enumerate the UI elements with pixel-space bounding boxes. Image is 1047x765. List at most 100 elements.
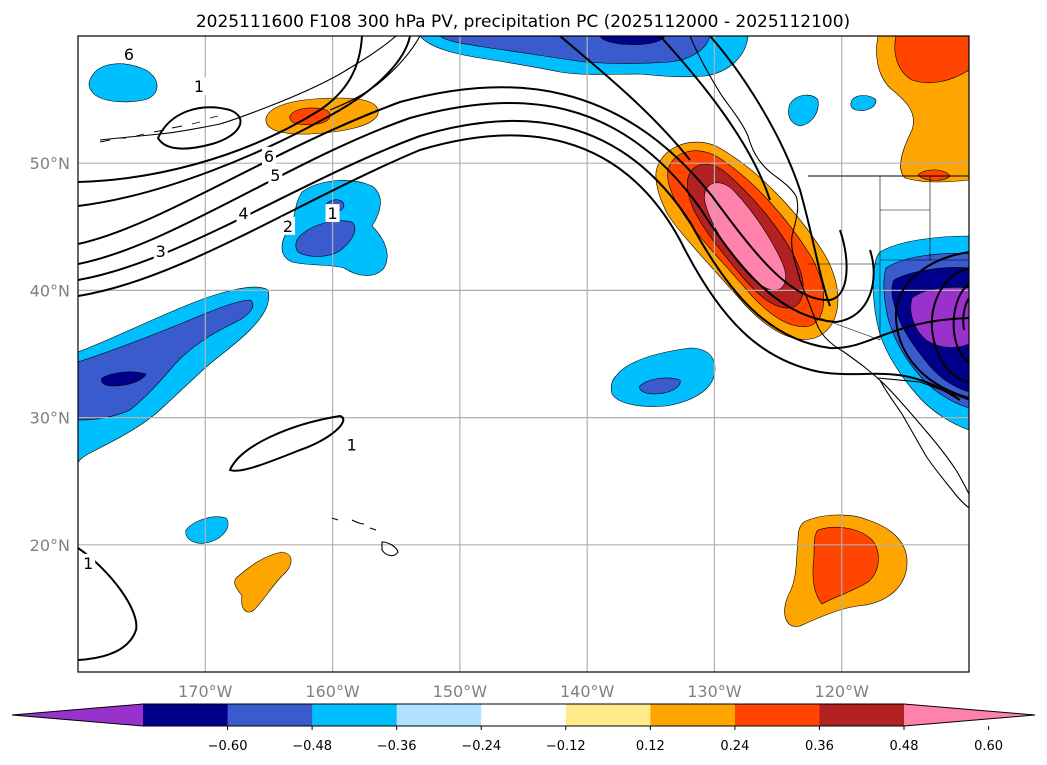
precip-negative-135w bbox=[610, 347, 716, 407]
lat-tick-label: 30°N bbox=[30, 409, 70, 428]
contour-label: 6 bbox=[264, 147, 274, 166]
colorbar-segment bbox=[650, 704, 736, 726]
colorbar-tick-label: 0.48 bbox=[890, 739, 919, 754]
border-us-mexico bbox=[877, 377, 969, 401]
contour-label: 1 bbox=[327, 204, 337, 223]
colorbar-segment bbox=[312, 704, 398, 726]
precip-negative-135w-core bbox=[639, 377, 681, 395]
precip-negative-north-edge-core2 bbox=[599, 36, 666, 46]
contour-label: 6 bbox=[124, 45, 134, 64]
precip-positive-subtropical-core bbox=[812, 527, 879, 605]
precip-negative-hawaii-nw bbox=[185, 516, 229, 544]
colorbar-tick-label: 0.36 bbox=[805, 739, 834, 754]
pv-closed-swus-1 bbox=[894, 251, 969, 399]
colorbar-segment bbox=[143, 704, 229, 726]
coastline-alaska bbox=[99, 36, 397, 141]
lon-tick-label: 150°W bbox=[433, 682, 488, 701]
colorbar-segment bbox=[396, 704, 482, 726]
pv-closed-subtropical bbox=[228, 414, 345, 472]
contour-label-bg bbox=[268, 165, 283, 184]
contour-label-bg bbox=[191, 76, 206, 95]
lat-tick-label: 40°N bbox=[30, 281, 70, 300]
colorbar-extend-low bbox=[12, 704, 143, 726]
contour-label: 1 bbox=[347, 436, 357, 455]
contour-label-bg bbox=[344, 435, 359, 454]
colorbar-tick-label: −0.12 bbox=[546, 739, 586, 754]
lat-tick-label: 50°N bbox=[30, 154, 70, 173]
lat-tick-labels: 20°N 30°N 40°N 50°N bbox=[30, 154, 70, 555]
pv-contour-east-6 bbox=[659, 36, 771, 201]
pv-contour-5 bbox=[78, 36, 411, 207]
precip-negative-west-band-core2 bbox=[101, 371, 147, 387]
precip-negative-canada bbox=[850, 95, 877, 111]
contour-label-bg bbox=[121, 45, 136, 64]
map-frame bbox=[77, 35, 970, 673]
contour-label: 3 bbox=[156, 242, 166, 261]
coastline-baja-gulf bbox=[879, 379, 969, 509]
lon-tick-label: 140°W bbox=[560, 682, 615, 701]
colorbar[interactable]: −0.60 −0.48 −0.36 −0.24 −0.12 0.12 0.24 0.36 0.4… bbox=[11, 703, 1036, 754]
aleutian-islands bbox=[99, 115, 219, 143]
lon-tick-labels: 170°W 160°W 150°W 140°W 130°W 120°W bbox=[178, 682, 869, 701]
colorbar-segment bbox=[565, 704, 651, 726]
pv-contour-3 bbox=[78, 102, 875, 324]
precip-negative-west-band-core bbox=[78, 299, 254, 421]
hawaii-islands bbox=[331, 517, 399, 557]
contour-label: 1 bbox=[194, 77, 204, 96]
precip-fill-layer bbox=[78, 36, 969, 627]
colorbar-tick-label: 0.12 bbox=[636, 739, 665, 754]
precip-negative-west-band bbox=[78, 286, 270, 465]
colorbar-tick-label: −0.36 bbox=[377, 739, 417, 754]
pv-contour-1 bbox=[78, 134, 961, 401]
colorbar-extend-high bbox=[904, 704, 1035, 726]
colorbar-tick-label: 0.60 bbox=[974, 739, 1003, 754]
contour-label-bg bbox=[81, 553, 96, 572]
contour-label: 1 bbox=[83, 554, 93, 573]
pv-closed-swus-3 bbox=[952, 283, 969, 363]
colorbar-outline bbox=[11, 703, 1036, 727]
pv-closed-aleutian bbox=[156, 106, 242, 150]
contour-label-bg bbox=[281, 216, 296, 235]
pv-contour-east-5 bbox=[709, 36, 831, 307]
pv-contour-4 bbox=[78, 86, 848, 302]
contour-label-bg bbox=[236, 204, 251, 223]
pv-contour-6 bbox=[78, 36, 363, 183]
lon-tick-label: 160°W bbox=[305, 682, 360, 701]
colorbar-segment bbox=[734, 704, 820, 726]
pv-contour-2 bbox=[78, 119, 969, 350]
gridlines bbox=[78, 36, 969, 672]
precip-negative-bc-coast bbox=[788, 94, 819, 127]
pv-contours bbox=[78, 36, 969, 661]
contour-label-bg bbox=[261, 146, 276, 165]
contour-label-bg bbox=[325, 204, 340, 223]
pv-closed-swus-2 bbox=[930, 267, 969, 383]
colorbar-tick-label: −0.48 bbox=[292, 739, 332, 754]
lon-tick-label: 170°W bbox=[178, 682, 233, 701]
colorbar-segment bbox=[481, 704, 567, 726]
border-state-2 bbox=[880, 176, 969, 261]
colorbar-segment bbox=[819, 704, 905, 726]
lat-tick-label: 20°N bbox=[30, 536, 70, 555]
colorbar-tick-label: 0.24 bbox=[720, 739, 749, 754]
lon-tick-label: 120°W bbox=[815, 682, 870, 701]
contour-label-bg bbox=[153, 242, 168, 261]
precip-negative-northwest bbox=[88, 63, 158, 103]
lon-tick-label: 130°W bbox=[687, 682, 742, 701]
pv-corner-sw bbox=[78, 547, 138, 661]
colorbar-segment bbox=[227, 704, 313, 726]
precip-positive-northeast-core bbox=[894, 36, 969, 83]
map-title: 2025111600 F108 300 hPa PV, precipitatio… bbox=[196, 12, 850, 32]
colorbar-tick-label: −0.24 bbox=[461, 739, 501, 754]
precip-positive-hawaii-west bbox=[234, 551, 292, 613]
colorbar-tick-label: −0.60 bbox=[208, 739, 248, 754]
contour-label: 5 bbox=[270, 166, 280, 185]
contour-label: 2 bbox=[283, 217, 293, 236]
pv-closed-swus-4 bbox=[962, 297, 969, 331]
pv-contour-east-2 bbox=[559, 36, 691, 161]
contour-label: 4 bbox=[238, 204, 248, 223]
coastline-north-america bbox=[689, 36, 969, 495]
